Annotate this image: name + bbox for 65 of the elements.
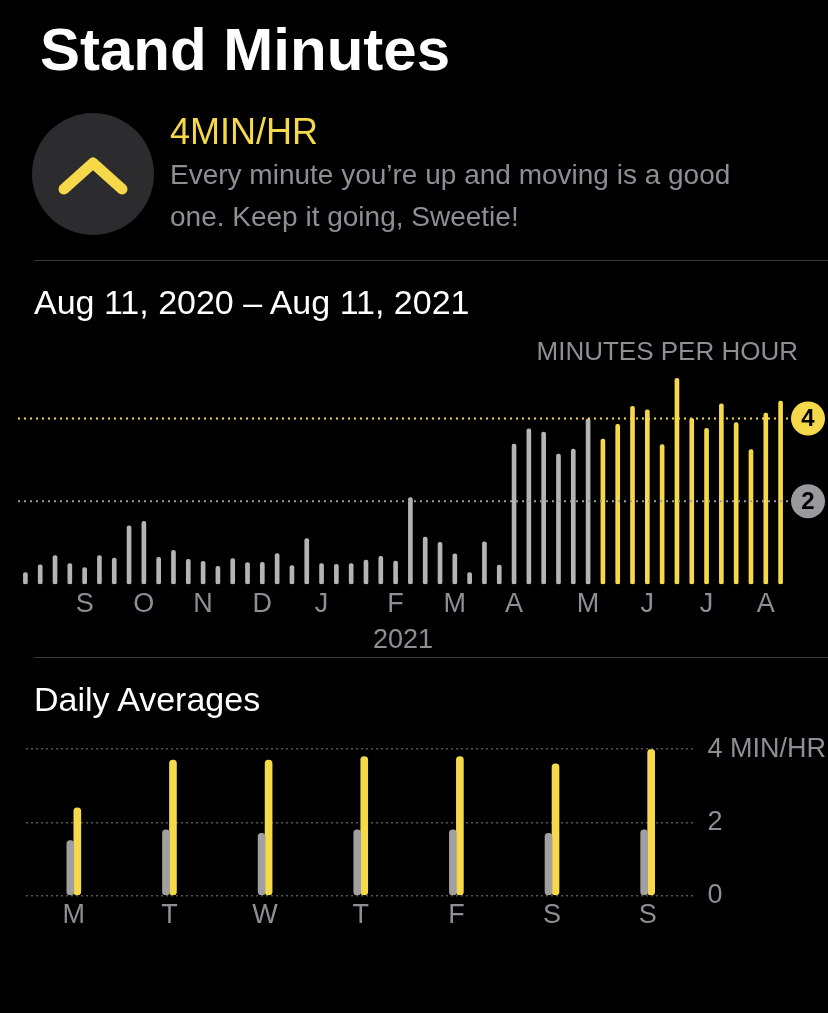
x-tick-label: N	[193, 587, 213, 618]
bar	[640, 829, 648, 896]
x-tick-label: O	[133, 587, 155, 618]
bar	[360, 756, 369, 896]
bar	[449, 829, 457, 896]
bar	[171, 549, 176, 585]
x-tick-label: M	[443, 587, 467, 618]
x-tick-label: M	[576, 587, 600, 618]
bar	[230, 558, 236, 585]
bar	[97, 555, 102, 585]
y-axis-title: MINUTES PER HOUR	[535, 336, 798, 367]
bar	[185, 559, 191, 585]
x-tick-label: J	[640, 587, 655, 618]
x-tick-label: M	[62, 899, 86, 930]
bar	[551, 763, 560, 896]
bar	[73, 807, 82, 896]
bar	[393, 560, 398, 585]
bar	[264, 759, 273, 896]
bar	[544, 833, 553, 896]
y-tick-label: 0	[707, 879, 723, 910]
x-tick-label: A	[756, 587, 775, 618]
bar	[556, 453, 561, 585]
y-tick-label: 4 MIN/HR	[707, 732, 827, 763]
bar	[111, 557, 117, 585]
x-tick-label: S	[638, 899, 657, 930]
bar	[733, 422, 739, 585]
bar	[304, 538, 310, 585]
bar	[456, 756, 464, 896]
bar	[378, 556, 384, 585]
ref-line-label: 4	[801, 404, 816, 432]
x-tick-label: T	[161, 899, 178, 930]
bar	[704, 428, 709, 585]
bar	[260, 561, 265, 585]
x-tick-label: D	[252, 587, 273, 618]
x-tick-label: S	[75, 587, 94, 618]
chart-title: Daily Averages	[34, 680, 262, 719]
x-tick-label: F	[387, 587, 404, 618]
bar	[541, 431, 546, 585]
text: 4MIN/HR	[170, 110, 319, 154]
bar	[482, 541, 487, 585]
bar	[169, 759, 177, 896]
bar	[353, 829, 362, 896]
x-tick-label: T	[352, 899, 369, 930]
bar	[422, 536, 428, 585]
bar	[647, 749, 655, 896]
x-axis-title: 2021	[372, 624, 434, 655]
bar	[452, 553, 458, 585]
y-tick-label: 2	[707, 805, 723, 836]
bar	[66, 840, 75, 896]
chart-subtitle: Aug 11, 2020 – Aug 11, 2021	[34, 283, 471, 322]
x-tick-label: J	[314, 587, 329, 618]
x-tick-label: W	[252, 899, 279, 930]
bar	[257, 833, 266, 896]
bar	[162, 829, 170, 896]
text: Every minute you’re up and moving is a good one. Keep it going, Sweetie!	[170, 158, 732, 234]
bar	[615, 423, 621, 585]
bar	[570, 448, 576, 585]
ref-line-label: 2	[801, 486, 815, 514]
x-tick-label: F	[448, 899, 465, 930]
x-tick-label: J	[699, 587, 714, 618]
bar	[156, 556, 161, 585]
x-tick-label: A	[505, 587, 524, 618]
bar	[408, 497, 413, 585]
x-tick-label: S	[543, 899, 562, 930]
chart-title: Stand Minutes	[40, 15, 451, 85]
